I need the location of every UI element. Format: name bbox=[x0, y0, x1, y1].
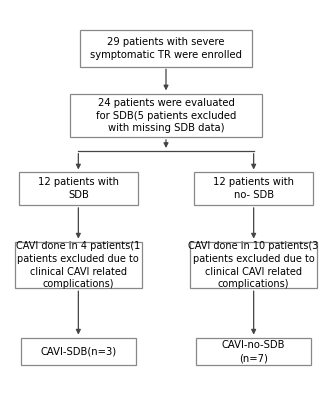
FancyBboxPatch shape bbox=[21, 338, 136, 365]
Text: CAVI done in 10 patients(3
patients excluded due to
clinical CAVI related
compli: CAVI done in 10 patients(3 patients excl… bbox=[189, 241, 319, 290]
Text: CAVI-no-SDB
(n=7): CAVI-no-SDB (n=7) bbox=[222, 340, 286, 363]
Text: CAVI-SDB(n=3): CAVI-SDB(n=3) bbox=[40, 347, 117, 357]
Text: 12 patients with
no- SDB: 12 patients with no- SDB bbox=[213, 177, 294, 200]
Text: 24 patients were evaluated
for SDB(5 patients excluded
with missing SDB data): 24 patients were evaluated for SDB(5 pat… bbox=[96, 98, 236, 133]
FancyBboxPatch shape bbox=[19, 172, 138, 205]
Text: 12 patients with
SDB: 12 patients with SDB bbox=[38, 177, 119, 200]
Text: CAVI done in 4 patients(1
patients excluded due to
clinical CAVI related
complic: CAVI done in 4 patients(1 patients exclu… bbox=[16, 241, 140, 290]
FancyBboxPatch shape bbox=[70, 94, 262, 137]
FancyBboxPatch shape bbox=[15, 242, 142, 288]
FancyBboxPatch shape bbox=[194, 172, 313, 205]
FancyBboxPatch shape bbox=[80, 30, 252, 66]
FancyBboxPatch shape bbox=[196, 338, 311, 365]
FancyBboxPatch shape bbox=[190, 242, 317, 288]
Text: 29 patients with severe
symptomatic TR were enrolled: 29 patients with severe symptomatic TR w… bbox=[90, 37, 242, 60]
